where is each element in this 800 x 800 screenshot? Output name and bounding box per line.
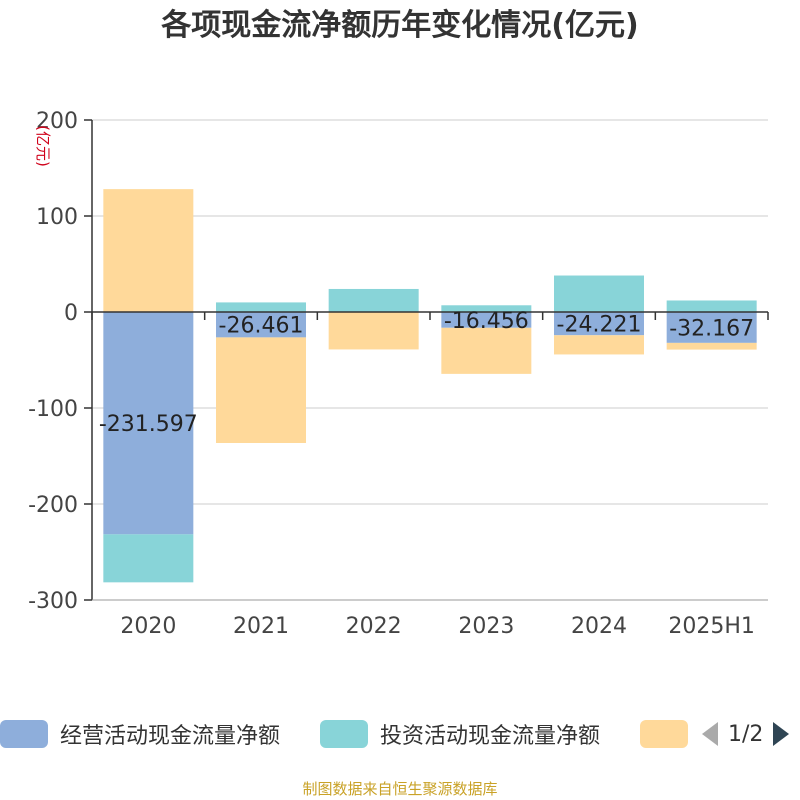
bar-investing [328,288,419,312]
data-label: -16.456 [444,309,529,334]
data-label: -24.221 [557,313,642,338]
legend-item-operating[interactable]: 经营活动现金流量净额 [0,714,280,754]
bar-investing [216,302,306,312]
x-tick-label: 2025H1 [668,614,755,639]
legend-swatch-operating [0,720,48,748]
x-tick-label: 2023 [458,614,514,639]
bar-investing [554,275,644,312]
legend-item-investing[interactable]: 投资活动现金流量净额 [320,714,600,754]
y-tick-label: -100 [28,397,78,422]
data-label: -32.167 [669,316,754,341]
bar-financing [103,189,194,312]
y-tick-label: 0 [64,301,78,326]
source-note: 制图数据来自恒生聚源数据库 [302,780,498,798]
legend-page-indicator: 1/2 [728,721,764,747]
chart-title: 各项现金流净额历年变化情况(亿元) [161,8,639,43]
legend-label-operating: 经营活动现金流量净额 [60,724,281,749]
legend-item-financing[interactable] [640,714,688,754]
next-page-icon[interactable] [771,720,791,748]
bar-financing [666,342,757,350]
x-tick-label: 2020 [120,614,176,639]
bar-investing [666,300,757,312]
data-label: -231.597 [99,412,198,437]
y-tick-label: -200 [28,493,78,518]
bar-investing [441,305,532,312]
prev-page-icon[interactable] [700,720,720,748]
bar-financing [328,312,419,350]
x-tick-label: 2024 [571,614,627,639]
bar-financing [554,335,644,355]
bar-operating [554,312,644,336]
bar-operating [103,312,194,535]
legend: 经营活动现金流量净额 投资活动现金流量净额 1/2 [0,714,800,754]
x-tick-label: 2021 [233,614,289,639]
legend-swatch-financing [640,720,688,748]
y-axis-title: (亿元) [34,125,52,167]
legend-swatch-investing [320,720,368,748]
bar-operating [441,312,532,328]
bar-financing [441,327,532,374]
y-tick-label: 100 [36,205,78,230]
legend-label-investing: 投资活动现金流量净额 [380,724,601,749]
y-tick-label: 200 [36,109,78,134]
bar-operating [216,312,306,338]
data-label: -26.461 [219,314,304,339]
bar-investing [103,534,194,583]
x-tick-label: 2022 [346,614,402,639]
bar-operating [666,312,757,343]
legend-pager: 1/2 [700,714,791,754]
bar-financing [216,337,306,444]
y-tick-label: -300 [28,589,78,614]
